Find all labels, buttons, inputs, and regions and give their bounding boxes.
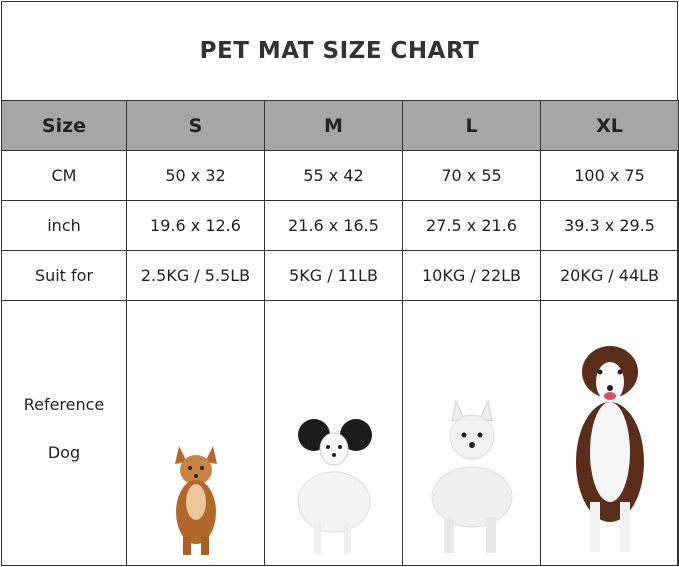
table-row: CM 50 x 32 55 x 42 70 x 55 100 x 75 (1, 150, 679, 201)
chihuahua-image (174, 446, 217, 555)
dog-image-m (264, 300, 403, 566)
row-label: inch (1, 200, 127, 251)
table-row: Suit for 2.5KG / 5.5LB 5KG / 11LB 10KG /… (1, 250, 679, 301)
cell: 10KG / 22LB (402, 250, 541, 301)
cell: 20KG / 44LB (540, 250, 679, 301)
cell: 19.6 x 12.6 (126, 200, 265, 251)
header-cell: L (402, 100, 541, 151)
westie-image (431, 399, 513, 553)
cell: 70 x 55 (402, 150, 541, 201)
header-cell: Size (1, 100, 127, 151)
chart-title: PET MAT SIZE CHART (199, 37, 480, 64)
dog-image-xl (540, 300, 679, 566)
cell: 21.6 x 16.5 (264, 200, 403, 251)
cell: 55 x 42 (264, 150, 403, 201)
dog-label: Dog (47, 443, 81, 462)
row-label: CM (1, 150, 127, 201)
reference-label: Reference (23, 395, 105, 414)
reference-dog-row: Reference Dog (1, 300, 679, 566)
dog-image-s (126, 300, 265, 566)
cell: 2.5KG / 5.5LB (126, 250, 265, 301)
row-label: Reference Dog (1, 300, 127, 566)
dog-image-l (402, 300, 541, 566)
australian-shepherd-image (575, 346, 644, 552)
size-table: Size S M L XL CM 50 x 32 55 x 42 70 x 55… (1, 100, 679, 566)
header-cell: S (126, 100, 265, 151)
row-label: Suit for (1, 250, 127, 301)
cell: 100 x 75 (540, 150, 679, 201)
cell: 5KG / 11LB (264, 250, 403, 301)
papillon-image (297, 419, 372, 554)
cell: 50 x 32 (126, 150, 265, 201)
header-cell: XL (540, 100, 679, 151)
cell: 39.3 x 29.5 (540, 200, 679, 251)
header-cell: M (264, 100, 403, 151)
header-row: Size S M L XL (1, 100, 679, 151)
table-row: inch 19.6 x 12.6 21.6 x 16.5 27.5 x 21.6… (1, 200, 679, 251)
cell: 27.5 x 21.6 (402, 200, 541, 251)
